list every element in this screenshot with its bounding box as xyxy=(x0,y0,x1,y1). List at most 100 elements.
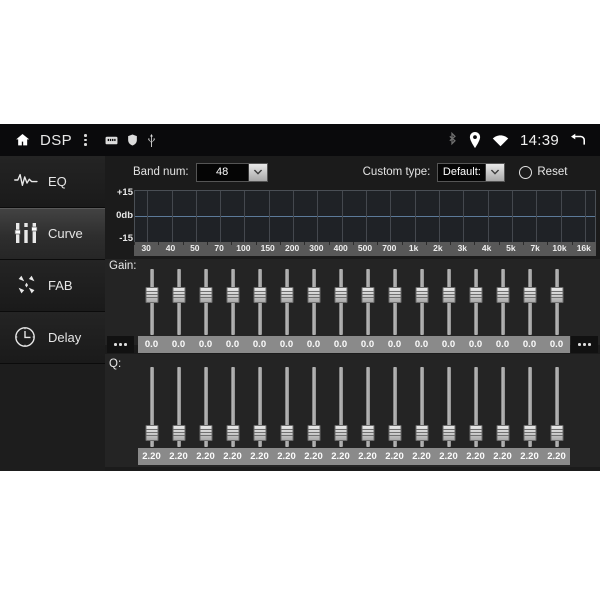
gain-slider[interactable] xyxy=(327,269,354,335)
gain-slider[interactable] xyxy=(246,269,273,335)
band-num-select[interactable]: 48 xyxy=(195,162,268,182)
gain-slider-thumb[interactable] xyxy=(334,287,347,304)
q-slider[interactable] xyxy=(327,367,354,447)
q-slider-track[interactable] xyxy=(176,367,181,447)
q-slider-track[interactable] xyxy=(473,367,478,447)
gain-slider-thumb[interactable] xyxy=(469,287,482,304)
q-slider-track[interactable] xyxy=(365,367,370,447)
gain-slider[interactable] xyxy=(435,269,462,335)
gain-slider[interactable] xyxy=(516,269,543,335)
q-slider-thumb[interactable] xyxy=(523,424,536,441)
q-slider[interactable] xyxy=(543,367,570,447)
q-slider[interactable] xyxy=(246,367,273,447)
chevron-down-icon[interactable] xyxy=(485,163,505,181)
gain-slider-thumb[interactable] xyxy=(226,287,239,304)
gain-slider[interactable] xyxy=(219,269,246,335)
gain-slider-thumb[interactable] xyxy=(523,287,536,304)
q-slider-thumb[interactable] xyxy=(145,424,158,441)
q-slider-track[interactable] xyxy=(446,367,451,447)
chevron-down-icon[interactable] xyxy=(247,163,267,181)
gain-slider-thumb[interactable] xyxy=(145,287,158,304)
q-slider[interactable] xyxy=(165,367,192,447)
gain-slider[interactable] xyxy=(354,269,381,335)
q-slider-track[interactable] xyxy=(527,367,532,447)
gain-slider-thumb[interactable] xyxy=(415,287,428,304)
q-slider-thumb[interactable] xyxy=(388,424,401,441)
freq-tick-mark xyxy=(279,242,281,245)
gain-slider[interactable] xyxy=(408,269,435,335)
q-slider-track[interactable] xyxy=(311,367,316,447)
q-slider-thumb[interactable] xyxy=(496,424,509,441)
frequency-response-graph[interactable]: +15 0db -15 30 40 50 70 100 150 200 300 400 500 70… xyxy=(105,187,600,258)
q-slider-thumb[interactable] xyxy=(550,424,563,441)
gain-slider[interactable] xyxy=(300,269,327,335)
q-slider-thumb[interactable] xyxy=(415,424,428,441)
q-slider[interactable] xyxy=(435,367,462,447)
sidebar-item-delay[interactable]: Delay xyxy=(0,312,105,364)
q-slider-track[interactable] xyxy=(392,367,397,447)
gain-more-left-button[interactable] xyxy=(107,336,134,353)
gain-slider-thumb[interactable] xyxy=(550,287,563,304)
q-slider-thumb[interactable] xyxy=(280,424,293,441)
q-slider-track[interactable] xyxy=(257,367,262,447)
back-arrow-icon[interactable] xyxy=(570,133,586,147)
q-slider-track[interactable] xyxy=(203,367,208,447)
q-slider[interactable] xyxy=(219,367,246,447)
q-slider[interactable] xyxy=(516,367,543,447)
gain-slider-thumb[interactable] xyxy=(361,287,374,304)
q-slider-thumb[interactable] xyxy=(226,424,239,441)
vertical-dots-icon[interactable] xyxy=(81,134,90,146)
q-slider-thumb[interactable] xyxy=(199,424,212,441)
q-slider[interactable] xyxy=(408,367,435,447)
gain-slider-thumb[interactable] xyxy=(253,287,266,304)
q-slider-track[interactable] xyxy=(230,367,235,447)
gain-slider[interactable] xyxy=(462,269,489,335)
reset-button[interactable]: Reset xyxy=(519,165,568,179)
reset-label: Reset xyxy=(537,166,568,178)
gain-slider-thumb[interactable] xyxy=(388,287,401,304)
home-icon[interactable] xyxy=(14,132,31,148)
q-slider[interactable] xyxy=(381,367,408,447)
q-slider-track[interactable] xyxy=(284,367,289,447)
custom-type-select[interactable]: Default: xyxy=(437,162,506,182)
q-slider[interactable] xyxy=(192,367,219,447)
q-slider-track[interactable] xyxy=(500,367,505,447)
q-slider-track[interactable] xyxy=(554,367,559,447)
gain-slider[interactable] xyxy=(489,269,516,335)
gain-slider[interactable] xyxy=(543,269,570,335)
sidebar-item-eq[interactable]: EQ xyxy=(0,156,105,208)
sidebar-item-fab[interactable]: FAB xyxy=(0,260,105,312)
gain-slider-thumb[interactable] xyxy=(496,287,509,304)
q-slider[interactable] xyxy=(354,367,381,447)
q-slider-thumb[interactable] xyxy=(334,424,347,441)
sidebar-item-curve[interactable]: Curve xyxy=(0,208,105,260)
q-slider[interactable] xyxy=(300,367,327,447)
gain-slider-thumb[interactable] xyxy=(307,287,320,304)
q-slider-thumb[interactable] xyxy=(253,424,266,441)
q-slider-thumb[interactable] xyxy=(442,424,455,441)
gain-slider[interactable] xyxy=(192,269,219,335)
gain-slider-thumb[interactable] xyxy=(172,287,185,304)
gain-slider[interactable] xyxy=(381,269,408,335)
q-slider[interactable] xyxy=(462,367,489,447)
q-value: 2.20 xyxy=(304,451,323,462)
q-slider-thumb[interactable] xyxy=(361,424,374,441)
gain-slider[interactable] xyxy=(273,269,300,335)
gain-slider[interactable] xyxy=(165,269,192,335)
q-slider-track[interactable] xyxy=(419,367,424,447)
graph-plot-area[interactable] xyxy=(134,190,596,242)
q-slider-thumb[interactable] xyxy=(469,424,482,441)
gain-slider[interactable] xyxy=(138,269,165,335)
q-slider[interactable] xyxy=(273,367,300,447)
q-slider[interactable] xyxy=(138,367,165,447)
q-slider-track[interactable] xyxy=(149,367,154,447)
gain-slider-thumb[interactable] xyxy=(442,287,455,304)
gain-more-right-button[interactable] xyxy=(571,336,598,353)
gain-slider-thumb[interactable] xyxy=(280,287,293,304)
reset-radio-icon[interactable] xyxy=(519,165,533,179)
q-slider[interactable] xyxy=(489,367,516,447)
gain-slider-thumb[interactable] xyxy=(199,287,212,304)
q-slider-thumb[interactable] xyxy=(172,424,185,441)
q-slider-thumb[interactable] xyxy=(307,424,320,441)
q-slider-track[interactable] xyxy=(338,367,343,447)
